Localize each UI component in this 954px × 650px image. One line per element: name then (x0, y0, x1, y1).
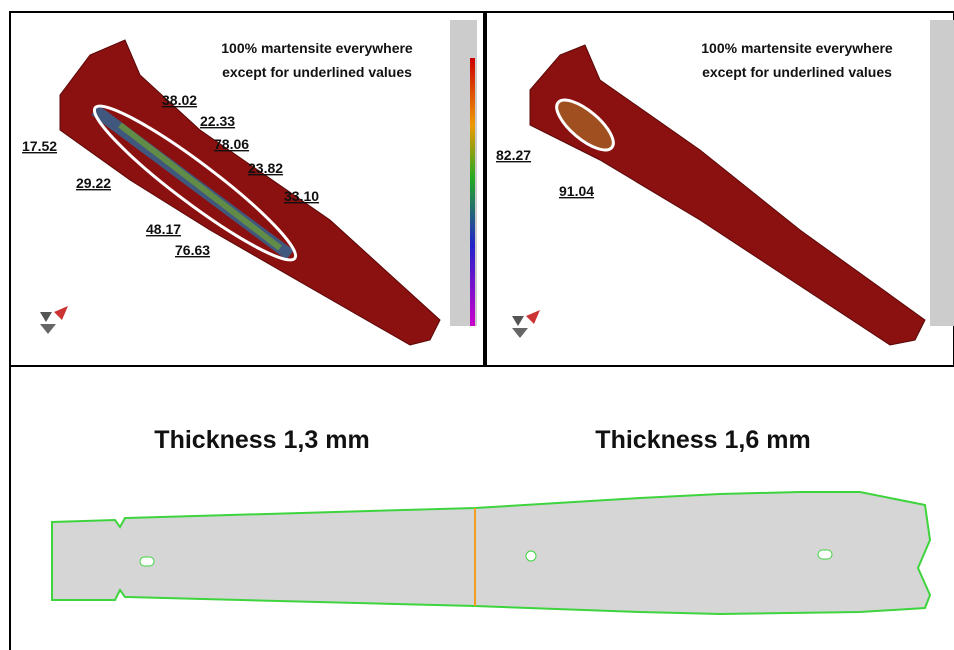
underlined-value: 48.17 (146, 221, 181, 237)
panel-note: 100% martensite everywhere (701, 40, 893, 56)
underlined-value: 76.63 (175, 242, 210, 258)
beam-2 (512, 20, 954, 346)
underlined-value: 23.82 (248, 160, 283, 176)
panel-note: except for underlined values (222, 64, 412, 80)
panel-note: 100% martensite everywhere (221, 40, 413, 56)
underlined-value: 33.10 (284, 188, 319, 204)
underlined-value: 91.04 (559, 183, 594, 199)
underlined-value: 82.27 (496, 147, 531, 163)
underlined-value: 78.06 (214, 136, 249, 152)
underlined-value: 38.02 (162, 92, 197, 108)
beam-1 (40, 20, 477, 346)
blank-outline (51, 491, 932, 616)
underlined-value: 17.52 (22, 138, 57, 154)
underlined-value: 22.33 (200, 113, 235, 129)
underlined-value: 29.22 (76, 175, 111, 191)
thickness-label: Thickness 1,6 mm (595, 426, 810, 454)
thickness-label: Thickness 1,3 mm (154, 426, 369, 454)
panel-note: except for underlined values (702, 64, 892, 80)
